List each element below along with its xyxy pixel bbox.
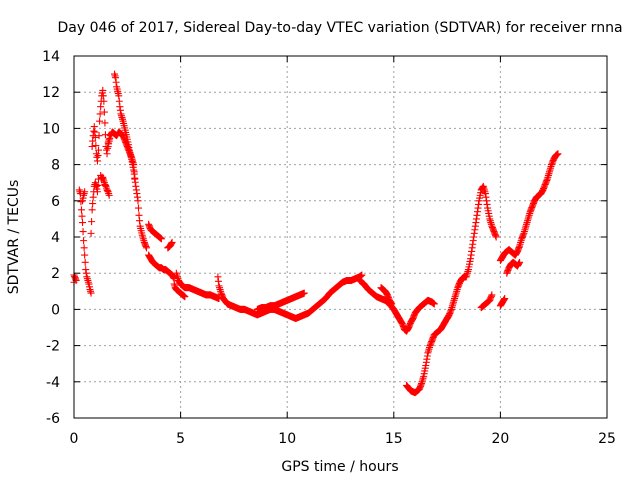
data-point <box>89 200 97 208</box>
data-point <box>96 110 104 118</box>
data-point <box>105 191 113 199</box>
data-point <box>95 132 103 140</box>
data-point <box>157 235 165 243</box>
data-point <box>516 258 524 266</box>
data-point <box>430 300 438 308</box>
data-point <box>93 188 101 196</box>
y-tick-label: -2 <box>46 339 60 355</box>
data-point <box>388 300 396 308</box>
y-tick-label: 2 <box>51 266 60 282</box>
data-point <box>100 108 108 116</box>
y-axis-label: SDTVAR / TECUs <box>6 180 22 295</box>
data-point <box>168 238 176 246</box>
y-tick-label: 10 <box>42 121 60 137</box>
y-tick-label: 0 <box>51 302 60 318</box>
data-point <box>87 229 95 237</box>
x-tick-label: 0 <box>70 431 79 447</box>
data-point <box>81 251 89 259</box>
x-tick-labels: 0 5 10 15 20 25 <box>70 431 616 447</box>
data-point <box>142 244 150 252</box>
data-point <box>488 291 496 299</box>
data-point <box>78 212 86 220</box>
grid <box>74 56 607 418</box>
x-tick-label: 5 <box>176 431 185 447</box>
x-tick-label: 25 <box>598 431 616 447</box>
data-point <box>101 119 109 127</box>
data-point <box>300 289 308 297</box>
data-point <box>92 142 100 150</box>
data-point <box>91 133 99 141</box>
data-point <box>501 295 509 303</box>
y-tick-labels: -6 -4 -2 0 2 4 6 8 10 12 14 <box>42 49 60 427</box>
data-point <box>358 271 366 279</box>
data-point <box>88 206 96 214</box>
data-point <box>134 204 142 212</box>
data-point <box>80 244 88 252</box>
x-tick-label: 15 <box>385 431 403 447</box>
data-point <box>95 146 103 154</box>
chart-title: Day 046 of 2017, Sidereal Day-to-day VTE… <box>57 20 622 36</box>
data-point <box>81 188 89 196</box>
data-point <box>181 293 189 301</box>
x-tick-label: 20 <box>491 431 509 447</box>
axis-ticks <box>73 55 608 419</box>
x-tick-label: 10 <box>278 431 296 447</box>
x-axis-label: GPS time / hours <box>281 459 398 475</box>
data-point <box>554 150 562 158</box>
data-point <box>87 289 95 297</box>
y-tick-label: 6 <box>51 194 60 210</box>
y-tick-label: 4 <box>51 230 60 246</box>
y-tick-label: 12 <box>42 85 60 101</box>
y-tick-label: -6 <box>46 411 60 427</box>
y-tick-label: -4 <box>46 375 60 391</box>
data-point <box>80 237 88 245</box>
data-point <box>77 206 85 214</box>
data-point <box>88 218 96 226</box>
data-point <box>492 233 500 241</box>
data-point <box>96 117 104 125</box>
data-point <box>79 228 87 236</box>
data-point <box>134 197 142 205</box>
data-point <box>100 97 108 105</box>
data-point <box>77 198 85 206</box>
y-tick-label: 14 <box>42 49 60 65</box>
data-points <box>70 70 562 397</box>
y-tick-label: 8 <box>51 158 60 174</box>
data-point <box>94 181 102 189</box>
data-point <box>81 258 89 266</box>
data-point <box>79 219 87 227</box>
